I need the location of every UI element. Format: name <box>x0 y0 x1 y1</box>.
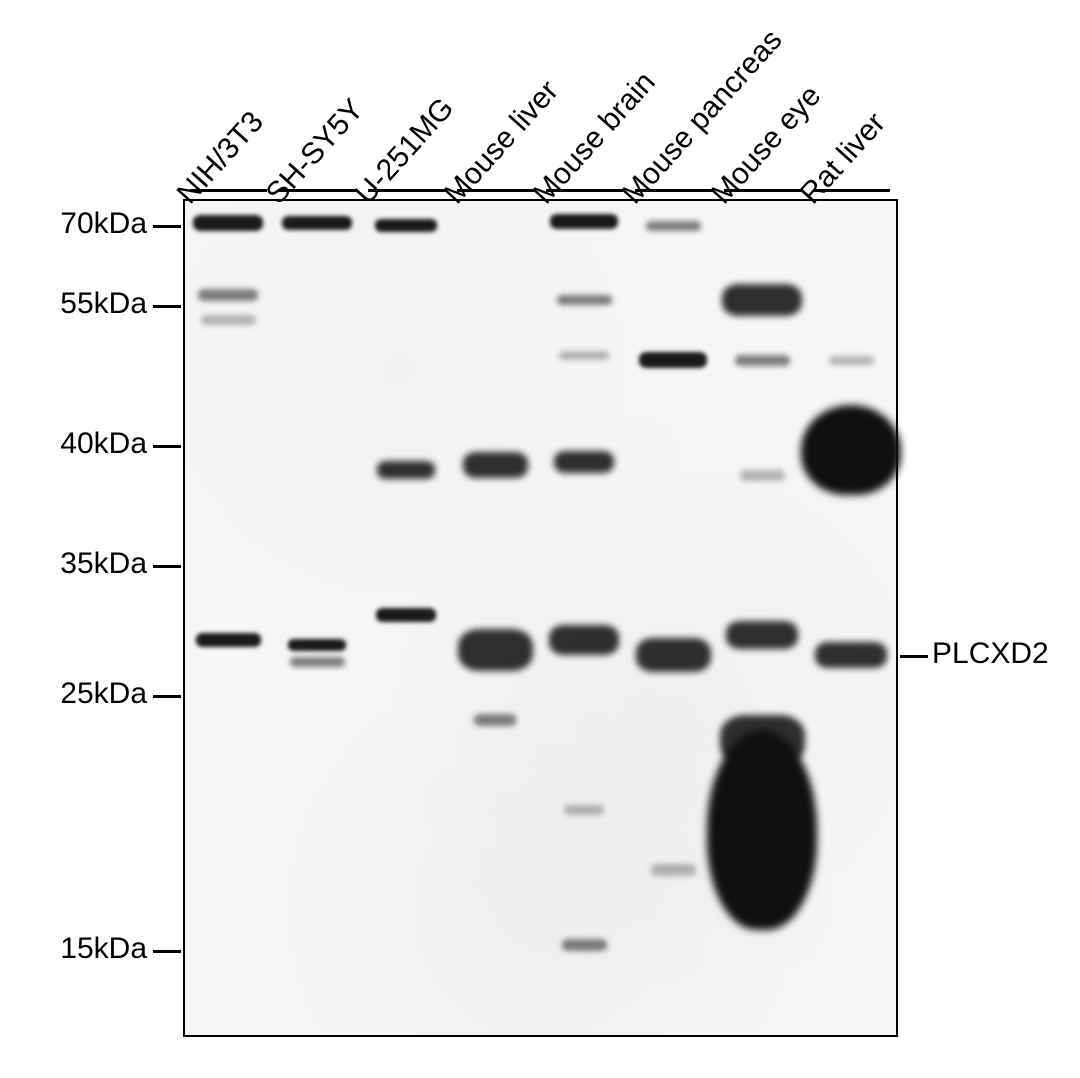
lane-label: NIH/3T3 <box>171 105 271 211</box>
blot-band <box>198 289 258 301</box>
mw-label: 15kDa <box>0 932 147 966</box>
blot-band <box>282 216 352 230</box>
mw-tick <box>153 950 181 953</box>
blot-band <box>288 639 346 651</box>
blot-band <box>646 221 701 231</box>
mw-label: 70kDa <box>0 207 147 241</box>
mw-tick <box>153 565 181 568</box>
blot-band <box>564 805 604 815</box>
blot-band <box>562 939 607 951</box>
blot-band <box>829 356 874 365</box>
blot-band <box>196 633 261 647</box>
blot-band <box>639 352 707 368</box>
mw-label: 25kDa <box>0 677 147 711</box>
figure-container: NIH/3T3SH-SY5YU-251MGMouse liverMouse br… <box>0 0 1080 1078</box>
blot-band <box>377 461 435 479</box>
blot-band <box>735 355 790 366</box>
blot-band <box>636 638 711 672</box>
target-label: PLCXD2 <box>932 637 1049 671</box>
blot-band <box>815 642 887 668</box>
blot-band <box>549 625 619 655</box>
blot-blob <box>801 405 901 495</box>
blot-band <box>193 215 263 231</box>
blot-band <box>651 864 696 876</box>
blot-band <box>290 657 345 667</box>
mw-tick <box>153 445 181 448</box>
blot-band <box>740 470 785 481</box>
blot-blob <box>707 730 817 930</box>
blot-band <box>375 219 437 232</box>
mw-label: 35kDa <box>0 547 147 581</box>
blot-band <box>463 452 528 478</box>
blot-band <box>557 295 612 305</box>
blot-band <box>458 629 533 671</box>
blot-band <box>376 608 436 622</box>
blot-band <box>554 451 614 473</box>
mw-tick <box>153 225 181 228</box>
blot-band <box>474 714 516 726</box>
target-tick <box>900 655 928 658</box>
blot-band <box>201 315 256 325</box>
mw-tick <box>153 695 181 698</box>
mw-tick <box>153 305 181 308</box>
mw-label: 55kDa <box>0 287 147 321</box>
mw-label: 40kDa <box>0 427 147 461</box>
lane-label: Mouse pancreas <box>616 23 790 211</box>
blot-band <box>559 351 609 360</box>
blot-band <box>726 621 798 649</box>
blot-band <box>722 284 802 316</box>
blot-band <box>550 214 618 229</box>
